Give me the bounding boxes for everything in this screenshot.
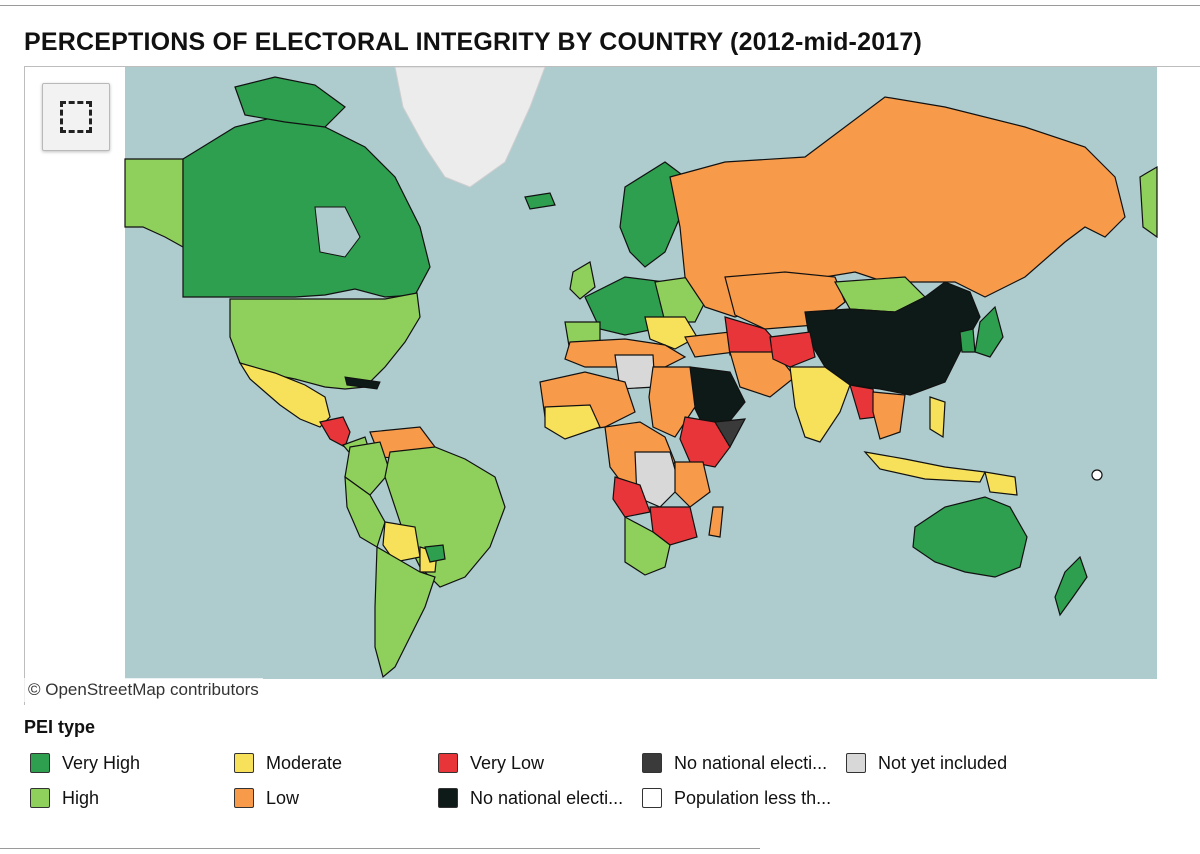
map-attribution[interactable]: © OpenStreetMap contributors (24, 678, 263, 702)
legend-label: Low (266, 787, 300, 808)
legend-item-very-low[interactable]: Very Low (438, 751, 544, 775)
legend-label: Population less th... (674, 787, 832, 808)
country-uruguay (424, 544, 446, 563)
country-colombia (344, 441, 391, 496)
country-bolivia (382, 521, 421, 563)
legend-swatch (30, 788, 50, 808)
page-title: PERCEPTIONS OF ELECTORAL INTEGRITY BY CO… (24, 28, 923, 56)
country-cuba (344, 376, 381, 390)
country-japan (974, 305, 1004, 358)
country-scandinavia (619, 161, 686, 268)
legend-label: No national electi... (674, 752, 828, 773)
country-indonesia (863, 451, 986, 483)
country-argentina (374, 545, 436, 679)
legend-swatch (234, 753, 254, 773)
legend-item-no-national-elections-gray[interactable]: No national electi... (642, 751, 827, 775)
legend-item-no-national-elections-black[interactable]: No national electi... (438, 786, 623, 810)
country-india (789, 366, 851, 443)
legend-label: No national electi... (470, 787, 624, 808)
top-divider (0, 5, 1200, 6)
greenland (394, 67, 546, 188)
legend-item-not-yet-included[interactable]: Not yet included (846, 751, 1007, 775)
country-new-zealand (1054, 555, 1088, 617)
country-arctic-islands (234, 76, 346, 128)
country-southern-africa-north (649, 506, 698, 546)
country-uk (569, 261, 596, 300)
country-mexico (238, 361, 331, 428)
small-pacific-state (1091, 469, 1103, 481)
legend-title: PEI type (24, 717, 96, 737)
world-map-canvas[interactable] (25, 67, 1200, 705)
rectangle-select-button[interactable] (42, 83, 110, 151)
country-iran (729, 351, 796, 398)
legend-item-very-high[interactable]: Very High (30, 751, 140, 775)
country-central-america (319, 416, 351, 448)
country-sahel (544, 404, 601, 440)
country-iceland (524, 192, 556, 210)
legend-swatch (30, 753, 50, 773)
world-map[interactable] (24, 66, 1200, 705)
legend-swatch (438, 788, 458, 808)
legend-item-moderate[interactable]: Moderate (234, 751, 342, 775)
country-east-africa (674, 461, 711, 508)
legend-swatch (438, 753, 458, 773)
legend-label: Moderate (266, 752, 343, 773)
country-alaska-east-fragment (1139, 165, 1158, 239)
country-balkans (644, 316, 698, 350)
country-somalia (713, 418, 747, 449)
rectangular-select-icon (60, 101, 92, 133)
country-afghanistan (769, 331, 816, 368)
legend-label: Very High (62, 752, 141, 773)
country-madagascar (708, 506, 724, 538)
country-southern-africa (624, 515, 671, 576)
bottom-divider (0, 848, 760, 849)
legend-swatch (642, 753, 662, 773)
legend-item-population-less-than[interactable]: Population less th... (642, 786, 831, 810)
legend-item-low[interactable]: Low (234, 786, 299, 810)
legend-label: High (62, 787, 100, 808)
legend-swatch (642, 788, 662, 808)
legend-label: Very Low (470, 752, 545, 773)
country-korea (959, 328, 976, 353)
country-australia (912, 496, 1028, 578)
country-philippines (929, 396, 946, 439)
legend-swatch (234, 788, 254, 808)
hudson-bay (314, 206, 361, 258)
legend-swatch (846, 753, 866, 773)
country-egypt-sudan (648, 366, 696, 438)
legend-label: Not yet included (878, 752, 1008, 773)
country-indochina (872, 391, 906, 440)
country-papua-new-guinea (984, 471, 1018, 496)
legend-item-high[interactable]: High (30, 786, 99, 810)
country-angola (612, 476, 651, 518)
